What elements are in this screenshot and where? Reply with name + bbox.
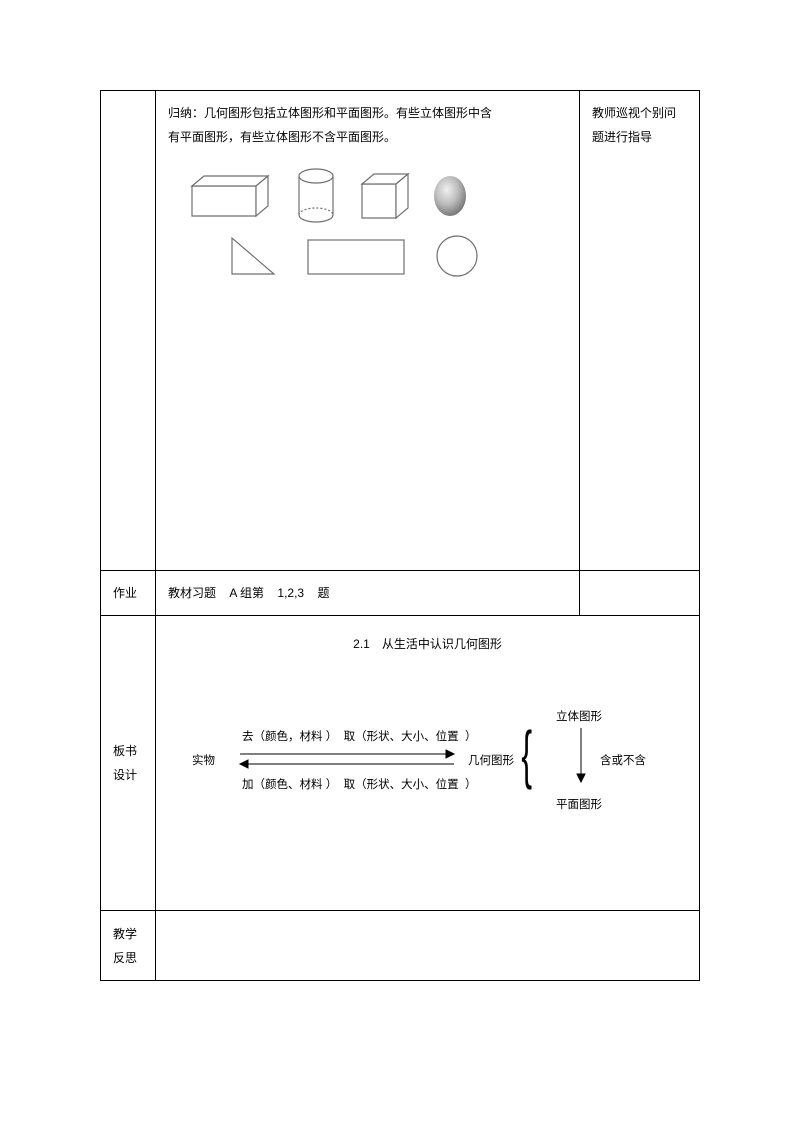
label-hanbu: 含或不含	[600, 750, 646, 773]
shapes-row-1	[186, 167, 567, 225]
jia1c: 取（形状、大小、位置	[344, 779, 459, 791]
down-arrow-icon	[574, 726, 588, 786]
shapes-row-2	[228, 233, 567, 279]
label-jihe: 几何图形	[468, 750, 514, 773]
label-jia-line: 加（颜色、材料 ） 取（形状、大小、位置 ）	[242, 774, 476, 797]
label-shiwu: 实物	[192, 750, 215, 773]
board-label: 板书 设计	[101, 616, 156, 911]
teacher-note-1: 教师巡视个别问	[592, 101, 687, 125]
triangle-icon	[228, 234, 278, 278]
row-content: 归纳：几何图形包括立体图形和平面图形。有些立体图形中含 有平面图形，有些立体图形…	[101, 91, 700, 571]
board-diagram: 实物 去（颜色，材料 ） 取（形状、大小、位置 ） 加（颜色、材料 ） 取（形状…	[168, 672, 687, 892]
label-pingmian: 平面图形	[556, 794, 602, 817]
cell-empty-label	[101, 91, 156, 571]
board-label-1: 板书	[113, 739, 143, 763]
cell-teacher-note: 教师巡视个别问 题进行指导	[580, 91, 700, 571]
qu1d: ）	[465, 731, 477, 743]
board-content-cell: 2.1 从生活中认识几何图形 实物 去（颜色，材料 ） 取（形状、大小、位置 ）…	[156, 616, 700, 911]
homework-blank	[580, 571, 700, 616]
rectangle-icon	[306, 234, 406, 278]
board-title: 2.1 从生活中认识几何图形	[168, 624, 687, 672]
qu1a: 去（颜色，材料	[242, 731, 323, 743]
hw-b: A 组第	[229, 586, 264, 600]
summary-text-1: 归纳：几何图形包括立体图形和平面图形。有些立体图形中含	[168, 101, 567, 125]
reflection-label-2: 反思	[113, 946, 143, 970]
page: 归纳：几何图形包括立体图形和平面图形。有些立体图形中含 有平面图形，有些立体图形…	[0, 0, 800, 1133]
teacher-note-2: 题进行指导	[592, 125, 687, 149]
row-reflection: 教学 反思	[101, 911, 700, 981]
jia1b: ）	[326, 779, 338, 791]
jia1a: 加（颜色、材料	[242, 779, 323, 791]
hw-a: 教材习题	[168, 586, 216, 600]
reflection-content	[156, 911, 700, 981]
homework-content: 教材习题 A 组第 1,2,3 题	[156, 571, 580, 616]
board-label-2: 设计	[113, 763, 143, 787]
lesson-table: 归纳：几何图形包括立体图形和平面图形。有些立体图形中含 有平面图形，有些立体图形…	[100, 90, 700, 981]
cylinder-icon	[294, 167, 338, 225]
cuboid-icon	[186, 172, 276, 220]
qu1b: ）	[326, 731, 338, 743]
hw-c: 1,2,3	[277, 586, 304, 600]
cell-main-content: 归纳：几何图形包括立体图形和平面图形。有些立体图形中含 有平面图形，有些立体图形…	[156, 91, 580, 571]
sphere-icon	[430, 172, 470, 220]
summary-text-2: 有平面图形，有些立体图形不含平面图形。	[168, 125, 567, 149]
reflection-label: 教学 反思	[101, 911, 156, 981]
circle-icon	[434, 233, 480, 279]
brace-icon: {	[521, 722, 532, 786]
cube-icon	[356, 170, 412, 222]
jia1d: ）	[465, 779, 477, 791]
double-arrow-icon	[232, 746, 462, 772]
row-homework: 作业 教材习题 A 组第 1,2,3 题	[101, 571, 700, 616]
hw-d: 题	[317, 586, 329, 600]
qu1c: 取（形状、大小、位置	[344, 731, 459, 743]
reflection-label-1: 教学	[113, 922, 143, 946]
homework-label: 作业	[101, 571, 156, 616]
row-board: 板书 设计 2.1 从生活中认识几何图形 实物 去（颜色，材料 ） 取（形状、大…	[101, 616, 700, 911]
